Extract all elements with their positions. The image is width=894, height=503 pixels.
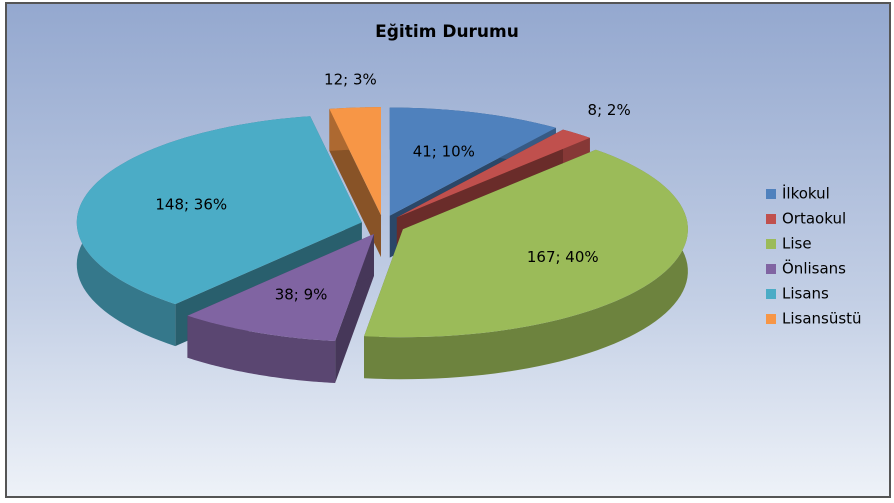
legend-swatch [766, 214, 776, 224]
pie-slice [364, 149, 688, 380]
legend-label: Lisans [782, 285, 829, 303]
data-label: 41; 10% [413, 142, 475, 160]
pie-slice [329, 107, 381, 258]
slice-side [364, 149, 688, 380]
data-label: 148; 36% [155, 195, 227, 213]
legend-swatch [766, 264, 776, 274]
data-label: 12; 3% [324, 71, 377, 89]
slice-top [364, 149, 688, 338]
slice-top [187, 234, 374, 342]
chart-title: Eğitim Durumu [375, 22, 519, 42]
legend-swatch [766, 239, 776, 249]
legend-label: Lisansüstü [782, 310, 862, 328]
slice-top [76, 116, 362, 305]
legend-label: Lise [782, 235, 812, 253]
legend-label: Ortaokul [782, 210, 846, 228]
legend: İlkokul Ortaokul Lise Önlisans Lisans Lisansü… [766, 184, 862, 328]
slice-side [187, 315, 336, 384]
data-label: 8; 2% [588, 101, 631, 119]
data-label: 38; 9% [275, 286, 328, 304]
legend-swatch [766, 289, 776, 299]
legend-label: İlkokul [782, 184, 830, 203]
pie: 41; 10% 8; 2% 167; 40% 38; 9% 148; 36% 12; 3% [76, 71, 688, 384]
slice-top [389, 107, 556, 216]
legend-label: Önlisans [782, 259, 846, 278]
pie-slice [187, 234, 374, 384]
legend-swatch [766, 314, 776, 324]
slice-top [329, 107, 381, 216]
slice-top [396, 129, 590, 218]
data-label: 167; 40% [527, 248, 599, 266]
legend-swatch [766, 189, 776, 199]
